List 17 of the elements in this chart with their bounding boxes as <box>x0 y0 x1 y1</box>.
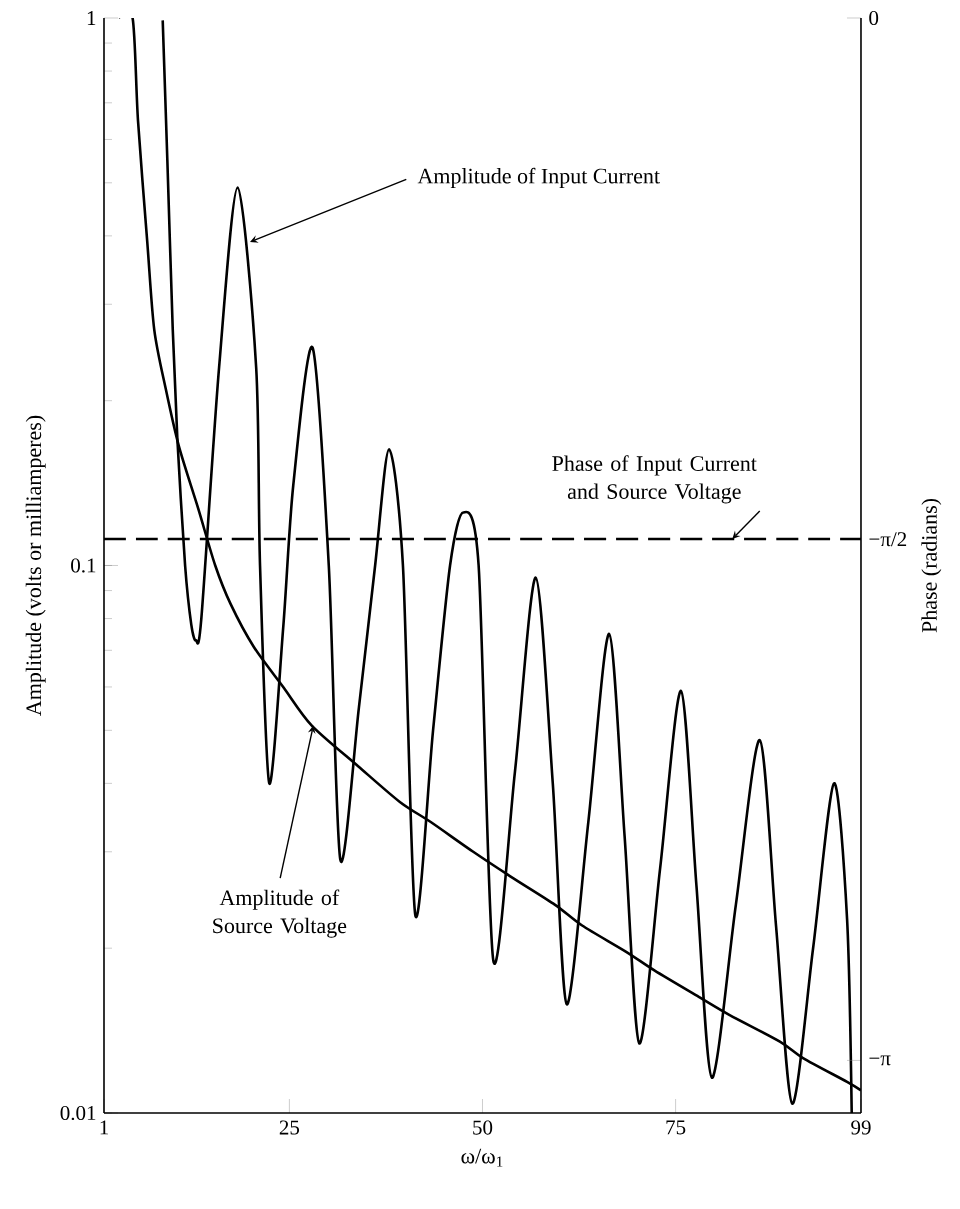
x-tick-label: 99 <box>851 1120 871 1135</box>
annotation: Amplitude of Input Current <box>417 167 660 188</box>
y-tick-label: 0.1 <box>71 558 96 573</box>
annotation: Phase of Input Current and Source Voltage <box>552 455 757 504</box>
y-tick-label: 1 <box>87 11 96 25</box>
y2-tick-label: −π/2 <box>869 532 907 547</box>
y-tick-label: 0.01 <box>60 1105 96 1121</box>
y2-tick-label: −π <box>869 1055 891 1066</box>
x-tick-label: 25 <box>279 1120 300 1135</box>
x-tick-label: 1 <box>100 1120 108 1135</box>
x-tick-label: 75 <box>666 1120 686 1135</box>
y2-tick-label: 0 <box>869 10 879 26</box>
y2-axis-title: Phase (radians) <box>921 498 942 633</box>
x-tick-label: 50 <box>473 1120 493 1135</box>
x-axis-title: ω/ω$_{1}$ <box>461 1148 503 1167</box>
annotation: Amplitude of Source Voltage <box>213 889 347 938</box>
y-axis-title: Amplitude (volts or milliamperes) <box>25 415 46 716</box>
